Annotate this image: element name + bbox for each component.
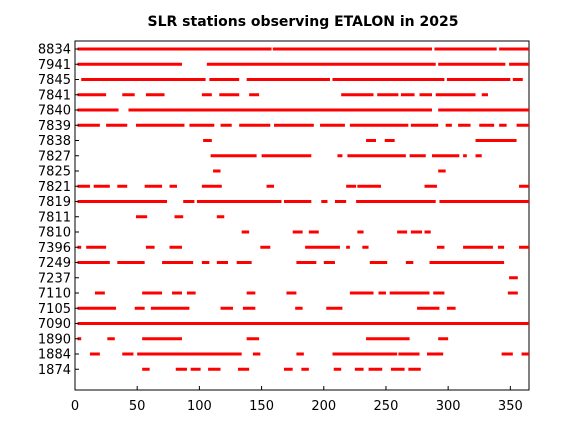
y-tick-label-7810: 7810 xyxy=(38,226,71,241)
y-tick-label-7839: 7839 xyxy=(38,119,71,134)
y-tick-label-8834: 8834 xyxy=(38,43,71,58)
y-tick-label-1884: 1884 xyxy=(38,348,71,363)
y-tick-label-7237: 7237 xyxy=(38,271,71,286)
x-tick-label-50: 50 xyxy=(129,399,146,414)
y-tick-label-7840: 7840 xyxy=(38,104,71,119)
y-tick-label-7105: 7105 xyxy=(38,302,71,317)
y-tick-label-7811: 7811 xyxy=(38,210,71,225)
plot-frame xyxy=(74,40,530,391)
x-axis-labels: 0 50 100 150 200 250 300 350 xyxy=(71,386,523,414)
y-axis-labels: 8834794178457841784078397838782778257821… xyxy=(38,43,79,378)
y-tick-label-7090: 7090 xyxy=(38,317,71,332)
x-tick-label-150: 150 xyxy=(249,399,274,414)
x-tick-label-300: 300 xyxy=(436,399,461,414)
x-tick-label-200: 200 xyxy=(311,399,336,414)
y-tick-label-7825: 7825 xyxy=(38,165,71,180)
y-tick-label-7249: 7249 xyxy=(38,256,71,271)
y-tick-label-7110: 7110 xyxy=(38,287,71,302)
y-tick-label-7941: 7941 xyxy=(38,58,71,73)
y-tick-label-7396: 7396 xyxy=(38,241,71,256)
y-tick-label-7821: 7821 xyxy=(38,180,71,195)
station-bars xyxy=(77,47,529,371)
y-tick-label-7845: 7845 xyxy=(38,73,71,88)
x-tick-label-250: 250 xyxy=(374,399,399,414)
x-tick-label-0: 0 xyxy=(71,399,79,414)
y-tick-label-7841: 7841 xyxy=(38,88,71,103)
chart-title: SLR stations observing ETALON in 2025 xyxy=(148,14,459,30)
y-tick-label-7827: 7827 xyxy=(38,149,71,164)
y-tick-label-1890: 1890 xyxy=(38,332,71,347)
y-tick-label-7819: 7819 xyxy=(38,195,71,210)
x-tick-label-350: 350 xyxy=(498,399,523,414)
y-tick-label-1874: 1874 xyxy=(38,363,71,378)
y-tick-label-7838: 7838 xyxy=(38,134,71,149)
x-tick-label-100: 100 xyxy=(187,399,212,414)
